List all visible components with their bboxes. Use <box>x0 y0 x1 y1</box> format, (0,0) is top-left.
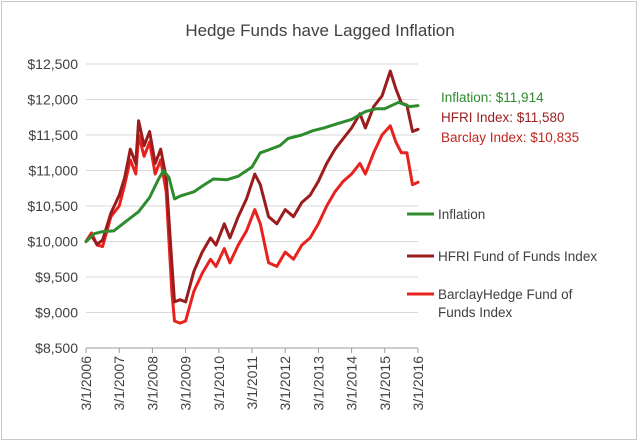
annotation-inflation: Inflation: $11,914 <box>441 90 544 105</box>
grid-lines <box>86 63 418 349</box>
series-line-inflation <box>84 100 420 243</box>
x-tick-label: 3/1/2009 <box>178 356 194 411</box>
x-tick-label: 3/1/2011 <box>244 356 260 410</box>
x-axis-ticks: 3/1/2006 3/1/2007 3/1/2008 3/1/2009 3/1/2010… <box>78 348 426 411</box>
y-tick-label: $10,000 <box>27 234 78 250</box>
legend-label-hfri: HFRI Fund of Funds Index <box>438 249 597 264</box>
annotation-hfri: HFRI Index: $11,580 <box>441 110 565 125</box>
y-tick-label: $9,500 <box>35 269 78 285</box>
y-tick-label: $12,000 <box>27 92 78 108</box>
y-tick-label: $9,000 <box>35 305 78 321</box>
y-tick-label: $11,000 <box>28 163 78 179</box>
x-tick-label: 3/1/2010 <box>211 356 227 411</box>
x-tick-label: 3/1/2016 <box>410 356 426 411</box>
y-tick-label: $12,500 <box>27 56 78 72</box>
legend: Inflation HFRI Fund of Funds Index Barcl… <box>407 207 597 320</box>
chart-svg: Hedge Funds have Lagged Inflation $8,500… <box>27 21 597 411</box>
x-tick-label: 3/1/2012 <box>277 356 293 411</box>
series-line-hfri-fund-of-funds-index <box>84 69 420 304</box>
legend-label-barclay-line2: Funds Index <box>438 305 513 320</box>
chart-frame: Hedge Funds have Lagged Inflation $8,500… <box>1 1 637 440</box>
x-tick-label: 3/1/2008 <box>144 356 160 411</box>
x-tick-label: 3/1/2007 <box>111 356 127 411</box>
x-tick-label: 3/1/2006 <box>78 356 94 411</box>
y-tick-label: $11,500 <box>28 127 78 143</box>
legend-label-barclay: BarclayHedge Fund of <box>438 287 573 302</box>
chart-title: Hedge Funds have Lagged Inflation <box>185 21 454 40</box>
annotations: Inflation: $11,914 HFRI Index: $11,580 B… <box>441 90 579 145</box>
annotation-barclay: Barclay Index: $10,835 <box>441 130 579 145</box>
series-lines <box>84 69 420 325</box>
y-tick-label: $8,500 <box>35 340 78 356</box>
x-tick-label: 3/1/2015 <box>377 356 393 411</box>
legend-label-inflation: Inflation <box>438 207 485 222</box>
series-line-barclayhedge-fund-of-funds-index <box>84 124 420 325</box>
x-tick-label: 3/1/2013 <box>310 356 326 411</box>
y-tick-label: $10,500 <box>27 198 78 214</box>
x-tick-label: 3/1/2014 <box>344 356 360 411</box>
y-axis-ticks: $8,500 $9,000 $9,500 $10,000 $10,500 $11,000 $… <box>27 56 78 356</box>
